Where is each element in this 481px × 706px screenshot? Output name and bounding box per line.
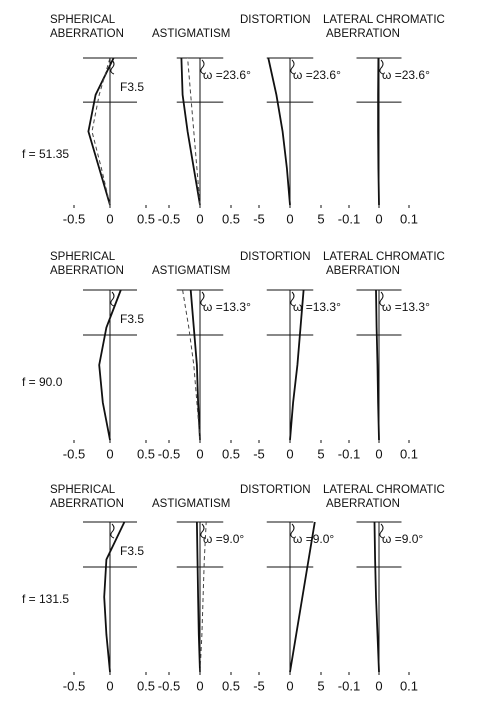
annotation: ω =9.0°	[293, 532, 334, 546]
leader	[110, 59, 115, 75]
chart-title: ABERRATION	[50, 28, 124, 40]
chart-title: DISTORTION	[240, 484, 311, 496]
x-tick-label: 5	[317, 678, 324, 693]
chart-title: ABERRATION	[326, 28, 400, 40]
curve	[373, 521, 380, 673]
annotation: ω =23.6°	[293, 68, 341, 82]
curve	[91, 57, 111, 206]
curve	[87, 57, 115, 206]
x-tick-label: 5	[317, 211, 324, 226]
leader	[290, 59, 295, 75]
leader	[200, 59, 205, 75]
curve	[98, 289, 122, 441]
leader	[379, 59, 384, 75]
annotation: ω =13.3°	[382, 300, 430, 314]
curve	[267, 57, 291, 206]
x-tick-label: -0.5	[63, 211, 85, 226]
x-tick-label: 0	[106, 211, 113, 226]
annotation: ω =23.6°	[203, 68, 251, 82]
x-tick-label: -0.5	[63, 446, 85, 461]
annotation: ω =23.6°	[382, 68, 430, 82]
annotation: ω =9.0°	[203, 532, 244, 546]
x-tick-label: -5	[253, 678, 265, 693]
x-tick-label: 0	[196, 678, 203, 693]
annotation: ω =13.3°	[203, 300, 251, 314]
chart-title: SPHERICAL	[50, 251, 116, 263]
curve	[180, 57, 201, 206]
x-tick-label: 0	[286, 446, 293, 461]
leader	[379, 291, 384, 307]
leader	[290, 523, 295, 539]
leader	[290, 291, 295, 307]
x-tick-label: -5	[253, 446, 265, 461]
x-tick-label: -0.1	[338, 678, 360, 693]
row-label: f = 51.35	[22, 147, 69, 161]
x-tick-label: -0.5	[158, 678, 180, 693]
x-tick-label: 0	[196, 211, 203, 226]
x-tick-label: 0.5	[137, 211, 155, 226]
chart-title: ABERRATION	[326, 498, 400, 510]
curve	[375, 289, 380, 441]
chart-title: ABERRATION	[50, 265, 124, 277]
x-tick-label: 0.5	[222, 446, 240, 461]
x-tick-label: 0.1	[400, 211, 418, 226]
row-label: f = 131.5	[22, 592, 69, 606]
leader	[110, 291, 115, 307]
x-tick-label: 0	[106, 446, 113, 461]
chart-title: ASTIGMATISM	[152, 498, 230, 510]
x-tick-label: 0	[286, 678, 293, 693]
x-tick-label: -5	[253, 211, 265, 226]
chart-title: ASTIGMATISM	[152, 28, 230, 40]
x-tick-label: 0	[375, 678, 382, 693]
annotation: ω =9.0°	[382, 532, 423, 546]
x-tick-label: 0	[375, 211, 382, 226]
x-tick-label: 0.5	[222, 211, 240, 226]
x-tick-label: 0	[196, 446, 203, 461]
x-tick-label: 5	[317, 446, 324, 461]
chart-title: DISTORTION	[240, 251, 311, 263]
curve	[289, 289, 305, 441]
x-tick-label: -0.1	[338, 446, 360, 461]
x-tick-label: -0.1	[338, 211, 360, 226]
chart-title: SPHERICAL	[50, 484, 116, 496]
chart-title: DISTORTION	[240, 14, 311, 26]
x-tick-label: 0.5	[137, 446, 155, 461]
curve	[289, 521, 316, 673]
curve	[196, 521, 201, 673]
x-tick-label: -0.5	[158, 446, 180, 461]
annotation: F3.5	[120, 80, 144, 94]
row-label: f = 90.0	[22, 375, 63, 389]
chart-title: LATERAL CHROMATIC	[323, 14, 445, 26]
leader	[379, 523, 384, 539]
x-tick-label: 0.1	[400, 446, 418, 461]
chart-title: ABERRATION	[326, 265, 400, 277]
x-tick-label: 0.5	[137, 678, 155, 693]
curve	[187, 57, 201, 206]
x-tick-label: 0.5	[222, 678, 240, 693]
x-tick-label: 0	[106, 678, 113, 693]
x-tick-label: 0	[286, 211, 293, 226]
curve	[377, 57, 380, 206]
chart-title: ASTIGMATISM	[152, 265, 230, 277]
x-tick-label: -0.5	[158, 211, 180, 226]
x-tick-label: -0.5	[63, 678, 85, 693]
annotation: F3.5	[120, 312, 144, 326]
chart-title: SPHERICAL	[50, 14, 116, 26]
annotation: F3.5	[120, 544, 144, 558]
chart-title: ABERRATION	[50, 498, 124, 510]
chart-title: LATERAL CHROMATIC	[323, 251, 445, 263]
x-tick-label: 0	[375, 446, 382, 461]
leader	[200, 291, 205, 307]
leader	[200, 523, 205, 539]
x-tick-label: 0.1	[400, 678, 418, 693]
chart-title: LATERAL CHROMATIC	[323, 484, 445, 496]
leader	[110, 523, 115, 539]
annotation: ω =13.3°	[293, 300, 341, 314]
curve	[189, 289, 201, 441]
curve	[103, 521, 126, 673]
